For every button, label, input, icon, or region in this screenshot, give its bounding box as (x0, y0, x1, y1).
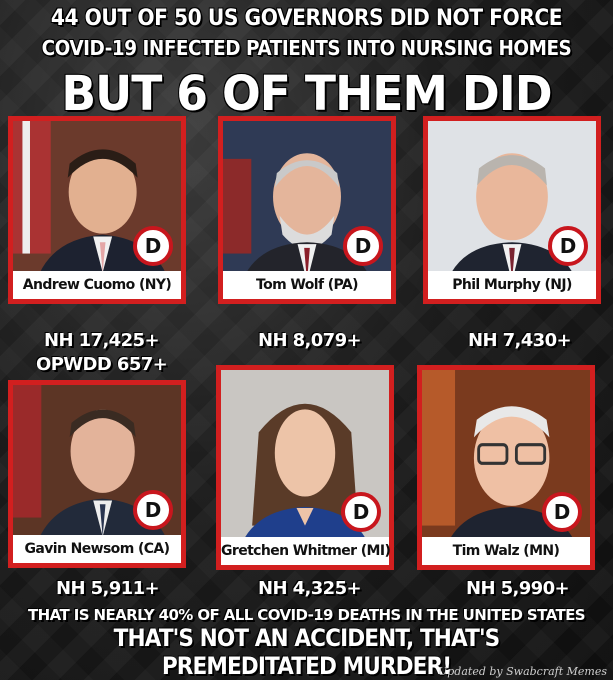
democrat-badge: D (343, 226, 383, 266)
name-label: Phil Murphy (NJ) (428, 271, 596, 299)
democrat-badge: D (548, 226, 588, 266)
democrat-badge: D (133, 490, 173, 530)
headline-line-3: BUT 6 OF THEM DID (61, 66, 552, 122)
name-label: Gretchen Whitmer (MI) (221, 537, 391, 565)
name-label: Tom Wolf (PA) (223, 271, 391, 299)
footer-conclusion: THAT'S NOT AN ACCIDENT, THAT'S PREMEDITA… (113, 624, 501, 680)
democrat-badge: D (133, 226, 173, 266)
portrait-murphy (428, 121, 596, 299)
name-label: Tim Walz (MN) (422, 537, 590, 565)
name-label: Gavin Newsom (CA) (13, 535, 181, 563)
governor-card-newsom: D Gavin Newsom (CA) (8, 380, 186, 568)
nursing-home-deaths-walz: NH 5,990+ (466, 578, 570, 599)
watermark-credit: Updated by Swabcraft Memes (437, 665, 607, 678)
portrait-whitmer (221, 370, 389, 565)
nursing-home-deaths-whitmer: NH 4,325+ (258, 578, 362, 599)
governor-card-whitmer: D Gretchen Whitmer (MI) (216, 365, 394, 570)
footer-statistic: THAT IS NEARLY 40% OF ALL COVID-19 DEATH… (28, 606, 585, 624)
headline-line-2: COVID-19 INFECTED PATIENTS INTO NURSING … (41, 36, 572, 60)
governor-card-walz: D Tim Walz (MN) (417, 365, 595, 570)
nursing-home-deaths-wolf: NH 8,079+ (258, 330, 362, 351)
democrat-badge: D (341, 492, 381, 532)
governor-card-murphy: D Phil Murphy (NJ) (423, 116, 601, 304)
governor-card-wolf: D Tom Wolf (PA) (218, 116, 396, 304)
name-label: Andrew Cuomo (NY) (13, 271, 181, 299)
nursing-home-deaths-cuomo: NH 17,425+ (44, 330, 160, 351)
governor-card-cuomo: D Andrew Cuomo (NY) (8, 116, 186, 304)
portrait-walz (422, 370, 590, 565)
democrat-badge: D (542, 492, 582, 532)
nursing-home-deaths-newsom: NH 5,911+ (56, 578, 160, 599)
headline-line-1: 44 OUT OF 50 US GOVERNORS DID NOT FORCE (50, 6, 563, 31)
opwdd-deaths-cuomo: OPWDD 657+ (36, 354, 168, 375)
nursing-home-deaths-murphy: NH 7,430+ (468, 330, 572, 351)
portrait-wolf (223, 121, 391, 299)
